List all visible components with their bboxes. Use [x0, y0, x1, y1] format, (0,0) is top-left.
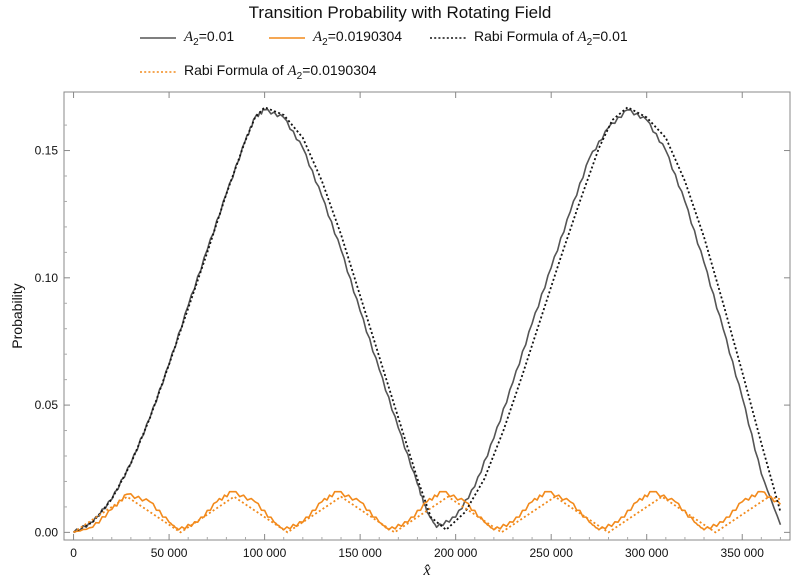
series-line-4	[73, 495, 781, 534]
y-tick-label: 0.00	[35, 525, 59, 539]
series-line-2	[73, 490, 782, 534]
legend-swatch-series-4	[140, 71, 176, 73]
x-tick-label: 100 000	[243, 546, 287, 560]
legend-entry-series-2: A2=0.0190304	[269, 28, 402, 48]
legend-label-series-1: A2=0.01	[184, 28, 235, 48]
series-layer	[72, 106, 782, 534]
legend-label-series-4: Rabi Formula of A2=0.0190304	[184, 62, 377, 82]
series-line-3	[73, 106, 782, 534]
legend-swatch-series-3	[430, 37, 466, 39]
legend-entry-series-4: Rabi Formula of A2=0.0190304	[140, 62, 377, 82]
x-tick-label: 350 000	[721, 546, 765, 560]
y-tick-label: 0.15	[35, 144, 59, 158]
y-tick-label: 0.10	[35, 271, 59, 285]
chart-title: Transition Probability with Rotating Fie…	[248, 3, 552, 22]
x-axis-label: x̂	[422, 562, 430, 579]
plot-frame	[63, 91, 791, 541]
x-tick-label: 200 000	[434, 546, 478, 560]
x-tick-label: 50 000	[151, 546, 188, 560]
x-tick-label: 150 000	[338, 546, 382, 560]
legend-entry-series-1: A2=0.01	[140, 28, 234, 48]
y-axis-label: Probability	[9, 283, 25, 348]
legend-swatch-series-2	[269, 37, 305, 39]
legend-label-series-3: Rabi Formula of A2=0.01	[474, 28, 628, 48]
series-line-1	[72, 108, 782, 533]
legend-swatch-series-1	[140, 37, 176, 39]
x-tick-label: 250 000	[529, 546, 573, 560]
legend-label-series-2: A2=0.0190304	[313, 28, 403, 48]
x-axis-ticks: 0 50 000 100 000 150 000 200 000 250 000 300 0…	[70, 92, 781, 560]
x-tick-label: 0	[70, 546, 77, 560]
x-tick-label: 300 000	[625, 546, 669, 560]
legend-entry-series-3: Rabi Formula of A2=0.01	[430, 28, 628, 48]
y-axis-ticks: 0.00 0.05 0.10 0.15	[35, 124, 790, 539]
y-tick-label: 0.05	[35, 398, 59, 412]
